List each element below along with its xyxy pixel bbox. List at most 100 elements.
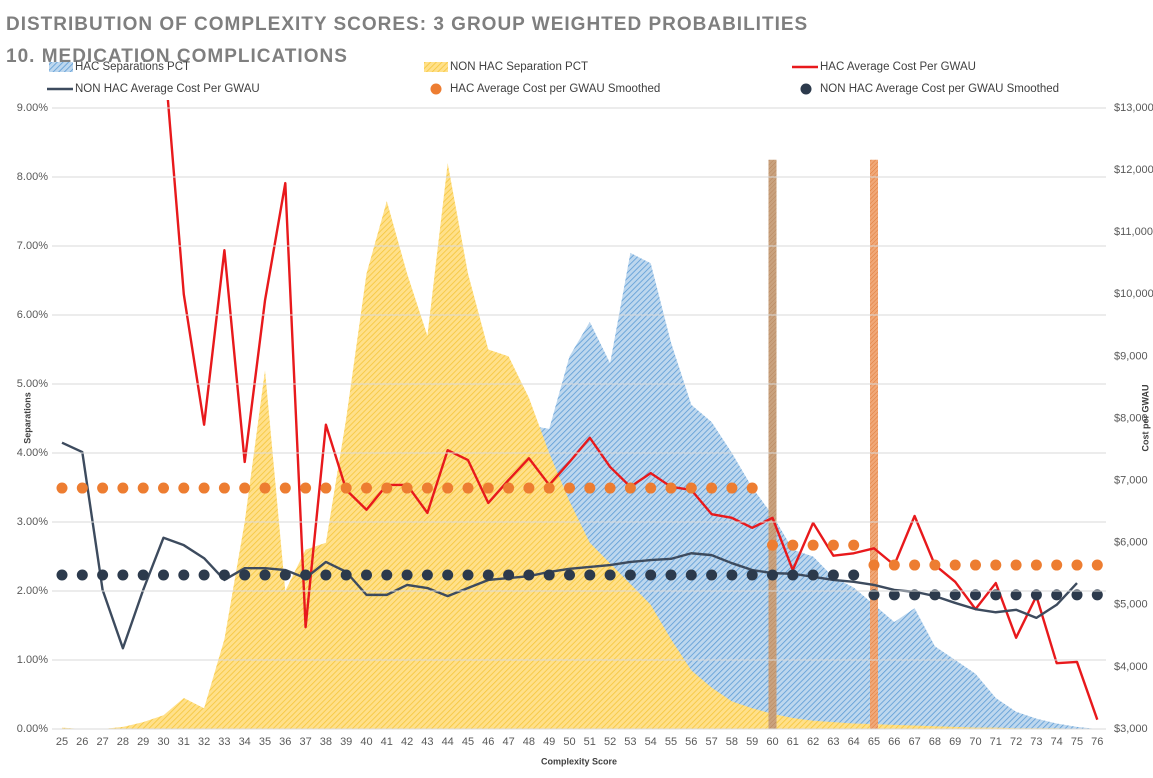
dot — [970, 559, 981, 571]
dot — [218, 569, 230, 581]
dot — [584, 482, 596, 494]
dot — [117, 482, 129, 494]
dot — [198, 482, 210, 494]
x-tick-label: 26 — [76, 736, 88, 748]
dot — [1071, 559, 1083, 571]
dot — [909, 589, 921, 601]
dot — [76, 569, 88, 581]
x-tick-label: 58 — [726, 736, 738, 748]
dot — [361, 569, 372, 581]
y2-tick-label: $10,000 — [1114, 288, 1153, 300]
dot — [239, 569, 251, 581]
y2-tick-label: $4,000 — [1114, 661, 1148, 673]
y-tick-label: 7.00% — [17, 240, 48, 252]
dot — [584, 569, 596, 581]
dot — [340, 569, 352, 581]
x-tick-label: 59 — [746, 736, 758, 748]
dot — [685, 569, 697, 581]
x-tick-label: 49 — [543, 736, 555, 748]
y2-tick-label: $6,000 — [1114, 537, 1148, 549]
dot — [401, 482, 413, 494]
dot — [56, 482, 68, 494]
dot — [1091, 589, 1103, 601]
x-tick-label: 64 — [848, 736, 860, 748]
x-tick-label: 47 — [502, 736, 514, 748]
dot — [726, 569, 738, 581]
dot — [746, 482, 758, 494]
x-tick-label: 30 — [157, 736, 169, 748]
dot — [158, 482, 169, 494]
dot — [300, 569, 312, 581]
dot — [990, 559, 1002, 571]
dot — [279, 482, 291, 494]
dot — [340, 482, 352, 494]
dot — [1051, 559, 1063, 571]
dot — [827, 569, 839, 581]
y-tick-label: 2.00% — [17, 585, 48, 597]
x-axis-label: Complexity Score — [541, 756, 617, 766]
x-tick-label: 68 — [929, 736, 941, 748]
x-tick-label: 32 — [198, 736, 210, 748]
dot — [97, 482, 109, 494]
dot — [746, 569, 758, 581]
y-tick-label: 1.00% — [17, 654, 48, 666]
x-tick-label: 52 — [604, 736, 616, 748]
dot — [543, 482, 555, 494]
dot — [767, 569, 778, 581]
x-tick-label: 33 — [218, 736, 230, 748]
dot — [706, 482, 718, 494]
x-tick-label: 56 — [685, 736, 697, 748]
x-tick-label: 40 — [360, 736, 372, 748]
dot — [645, 482, 657, 494]
dot — [787, 569, 799, 581]
dot — [442, 482, 454, 494]
dot — [503, 569, 515, 581]
dot — [178, 569, 190, 581]
y2-tick-label: $13,000 — [1114, 102, 1153, 114]
dot — [279, 569, 291, 581]
x-tick-label: 43 — [421, 736, 433, 748]
x-tick-label: 35 — [259, 736, 271, 748]
x-tick-label: 57 — [705, 736, 717, 748]
x-tick-label: 46 — [482, 736, 494, 748]
y-tick-label: 8.00% — [17, 171, 48, 183]
y2-tick-label: $3,000 — [1114, 723, 1148, 735]
dot — [807, 539, 819, 551]
legend-label: NON HAC Separation PCT — [450, 61, 588, 73]
dot — [665, 482, 677, 494]
dot — [198, 569, 210, 581]
x-tick-label: 53 — [624, 736, 636, 748]
x-tick-label: 41 — [381, 736, 393, 748]
plot-area — [56, 100, 1103, 729]
x-tick-label: 66 — [888, 736, 900, 748]
dot — [117, 569, 129, 581]
dot — [76, 482, 88, 494]
y2-tick-label: $9,000 — [1114, 350, 1148, 362]
dot — [929, 559, 941, 571]
dot — [624, 482, 636, 494]
dot — [970, 589, 981, 601]
legend-label: HAC Average Cost Per GWAU — [820, 61, 976, 73]
dot — [381, 482, 393, 494]
legend-label: NON HAC Average Cost Per GWAU — [75, 83, 260, 95]
dot — [1051, 589, 1063, 601]
y-axis-label: Separations — [22, 392, 32, 444]
x-tick-label: 42 — [401, 736, 413, 748]
dot — [645, 569, 657, 581]
dot — [888, 589, 900, 601]
dot — [1010, 559, 1022, 571]
dot — [1010, 589, 1022, 601]
dot — [462, 482, 474, 494]
legend-label: HAC Separations PCT — [75, 61, 190, 73]
dot — [564, 482, 575, 494]
y2-axis-label: Cost per GWAU — [1140, 384, 1150, 451]
x-tick-label: 36 — [279, 736, 291, 748]
dot — [482, 482, 494, 494]
dot — [604, 569, 616, 581]
dot — [1030, 589, 1042, 601]
y2-tick-label: $7,000 — [1114, 475, 1148, 487]
dot — [421, 482, 433, 494]
dot — [665, 569, 677, 581]
x-tick-label: 29 — [137, 736, 149, 748]
